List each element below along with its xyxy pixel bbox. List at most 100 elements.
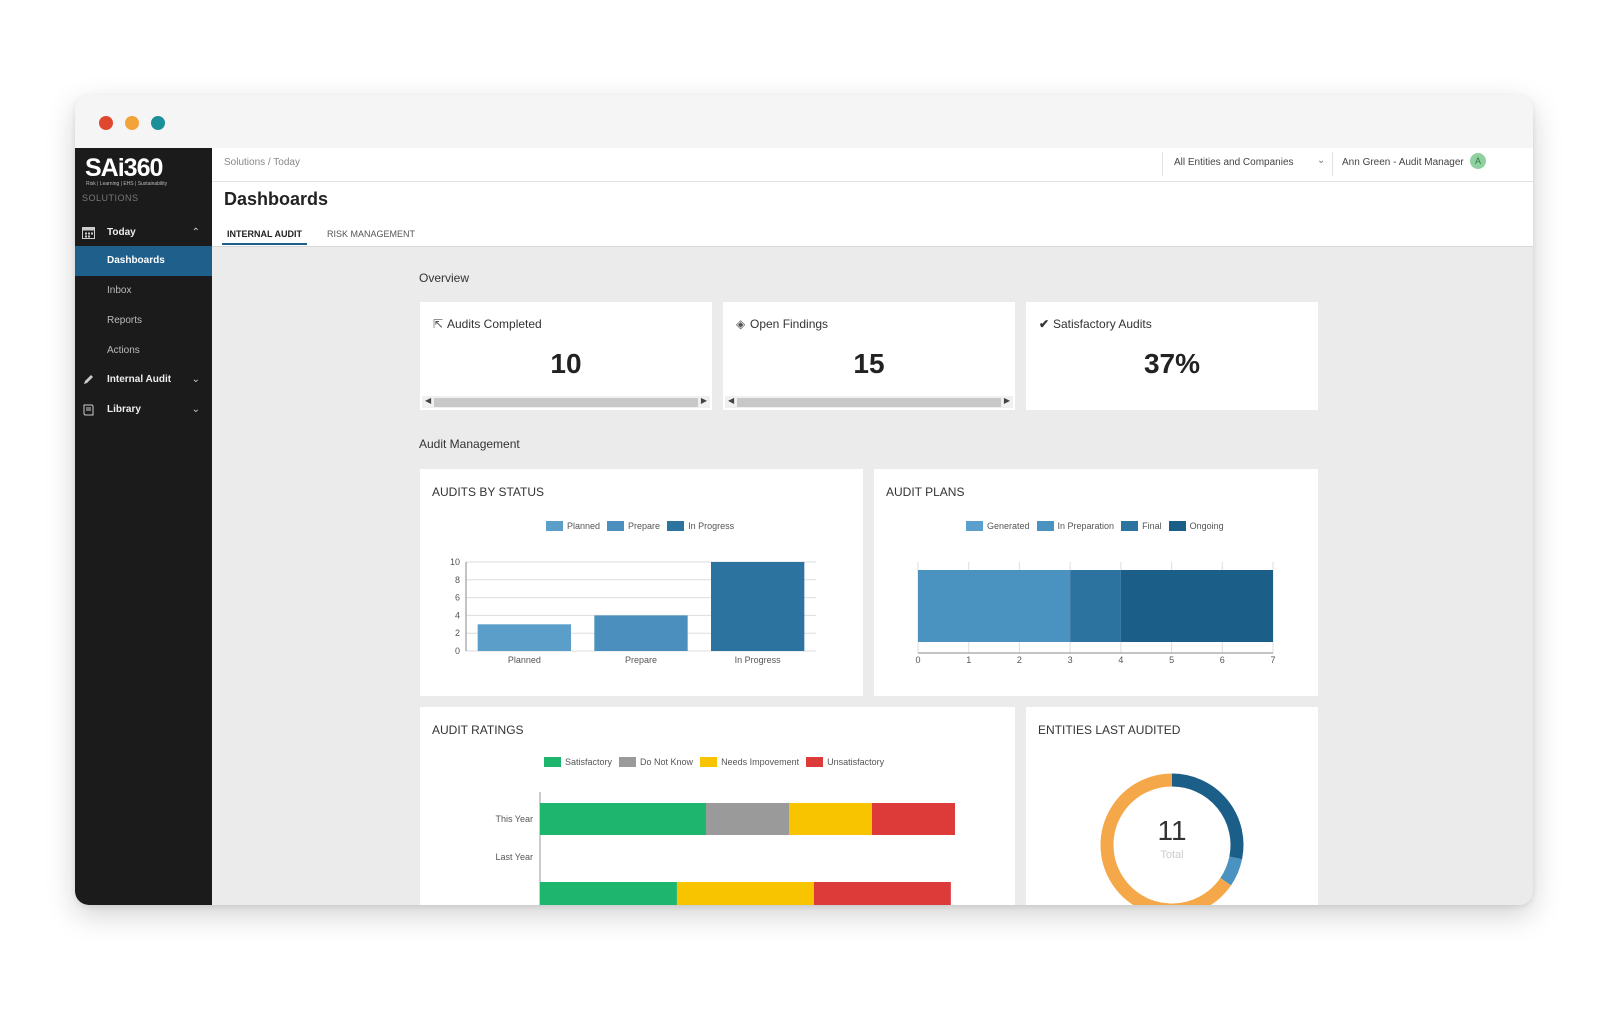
sidebar-item-actions[interactable]: Actions bbox=[75, 336, 212, 366]
kpi-card-open-findings[interactable]: ◈ Open Findings 15 ◀ ▶ bbox=[723, 302, 1015, 410]
y-category-label: This Year bbox=[495, 814, 533, 824]
legend-swatch bbox=[806, 757, 824, 767]
legend-swatch bbox=[1168, 521, 1186, 531]
sidebar-item-label: Today bbox=[107, 226, 136, 238]
sidebar-item-label: Reports bbox=[107, 315, 143, 326]
logo: SAi360 bbox=[85, 154, 163, 182]
chart-plot bbox=[1100, 773, 1244, 905]
donut-slice bbox=[1100, 773, 1232, 905]
chevron-down-icon: ⌄ bbox=[191, 403, 200, 415]
chevron-down-icon[interactable]: ⌄ bbox=[1317, 155, 1326, 166]
legend-item[interactable]: Do Not Know bbox=[619, 757, 693, 767]
legend-swatch bbox=[1121, 521, 1139, 531]
x-tick-label: In Progress bbox=[735, 655, 782, 665]
main-content: Solutions / Today All Entities and Compa… bbox=[212, 148, 1533, 905]
user-name[interactable]: Ann Green - Audit Manager bbox=[1342, 157, 1464, 168]
page-title: Dashboards bbox=[224, 189, 329, 209]
legend-item[interactable]: In Progress bbox=[667, 521, 734, 531]
maximize-window-dot[interactable] bbox=[151, 116, 165, 130]
sidebar-item-label: Dashboards bbox=[107, 255, 165, 266]
sidebar-item-internal-audit[interactable]: Internal Audit ⌄ bbox=[75, 364, 212, 394]
scrollbar-thumb[interactable] bbox=[737, 398, 1001, 407]
chart-plot: 0 1 2 3 4 5 6 7 bbox=[915, 562, 1276, 665]
kpi-title: ⇱ Audits Completed bbox=[433, 317, 542, 331]
legend-label: Ongoing bbox=[1189, 521, 1224, 531]
bar-segment bbox=[1120, 570, 1273, 642]
legend-swatch bbox=[700, 757, 718, 767]
legend-item[interactable]: In Preparation bbox=[1036, 521, 1114, 531]
legend-item[interactable]: Prepare bbox=[607, 521, 660, 531]
scrollbar-thumb[interactable] bbox=[434, 398, 698, 407]
legend-label: Prepare bbox=[628, 521, 661, 531]
sidebar-item-label: Inbox bbox=[107, 285, 132, 296]
legend-label: Final bbox=[1142, 521, 1162, 531]
kpi-value: 37% bbox=[1143, 348, 1201, 379]
chart-legend: Planned Prepare In Progress bbox=[546, 521, 741, 531]
chart-title: AUDIT PLANS bbox=[886, 485, 965, 499]
scroll-right-icon[interactable]: ▶ bbox=[700, 396, 707, 405]
diamond-icon: ◈ bbox=[736, 317, 746, 331]
pencil-icon bbox=[82, 373, 95, 386]
x-tick-label: 4 bbox=[1118, 655, 1123, 665]
bar-segment bbox=[540, 803, 706, 835]
scroll-left-icon[interactable]: ◀ bbox=[728, 396, 735, 405]
sidebar-item-inbox[interactable]: Inbox bbox=[75, 276, 212, 306]
kpi-card-satisfactory-audits[interactable]: ✔ Satisfactory Audits 37% bbox=[1026, 302, 1318, 410]
horizontal-scrollbar[interactable]: ◀ ▶ bbox=[725, 396, 1013, 408]
donut-center-value: 11 bbox=[1157, 815, 1187, 846]
chart-card-audit-plans: AUDIT PLANS Generated In Preparation Final… bbox=[874, 469, 1318, 696]
x-tick-label: 7 bbox=[1270, 655, 1275, 665]
chart-title: AUDITS BY STATUS bbox=[432, 485, 545, 499]
legend-item[interactable]: Satisfactory bbox=[544, 757, 612, 767]
bar-segment bbox=[789, 803, 872, 835]
donut-slice bbox=[1171, 773, 1244, 860]
sidebar: SAi360 Risk | Learning | EHS | Sustainab… bbox=[75, 148, 212, 905]
bar bbox=[477, 624, 571, 651]
legend-item[interactable]: Generated bbox=[966, 521, 1030, 531]
scroll-right-icon[interactable]: ▶ bbox=[1003, 396, 1010, 405]
x-tick-label: 6 bbox=[1220, 655, 1225, 665]
scroll-left-icon[interactable]: ◀ bbox=[425, 396, 432, 405]
bar bbox=[594, 615, 688, 651]
legend-label: Unsatisfactory bbox=[827, 757, 885, 767]
legend-label: Needs Impovement bbox=[721, 757, 800, 767]
audit-management-heading: Audit Management bbox=[419, 437, 520, 451]
sidebar-item-label: Actions bbox=[107, 345, 140, 356]
legend-item[interactable]: Ongoing bbox=[1168, 521, 1224, 531]
sidebar-item-reports[interactable]: Reports bbox=[75, 306, 212, 336]
breadcrumb[interactable]: Solutions / Today bbox=[224, 157, 300, 168]
chevron-down-icon: ⌄ bbox=[191, 373, 200, 385]
legend-item[interactable]: Unsatisfactory bbox=[806, 757, 884, 767]
tab-internal-audit[interactable]: INTERNAL AUDIT bbox=[222, 229, 307, 245]
chevron-up-icon: ⌃ bbox=[191, 226, 200, 238]
x-tick-label: 0 bbox=[915, 655, 920, 665]
legend-swatch bbox=[619, 757, 637, 767]
legend-item[interactable]: Final bbox=[1121, 521, 1162, 531]
legend-swatch bbox=[966, 521, 983, 531]
donut-center-label: Total bbox=[1160, 849, 1184, 861]
legend-item[interactable]: Planned bbox=[546, 521, 600, 531]
y-tick-label: 8 bbox=[455, 575, 460, 585]
avatar[interactable]: A bbox=[1470, 153, 1486, 169]
tab-risk-management[interactable]: RISK MANAGEMENT bbox=[327, 229, 416, 239]
chart-legend: Satisfactory Do Not Know Needs Impovement U… bbox=[544, 757, 891, 767]
x-tick-label: 2 bbox=[1017, 655, 1022, 665]
legend-swatch bbox=[544, 757, 561, 767]
sidebar-item-today[interactable]: Today ⌃ bbox=[75, 217, 212, 247]
sidebar-item-label: Library bbox=[107, 403, 141, 415]
kpi-card-audits-completed[interactable]: ⇱ Audits Completed 10 ◀ ▶ bbox=[420, 302, 712, 410]
chart-legend: Generated In Preparation Final Ongoing bbox=[966, 521, 1231, 531]
legend-label: Generated bbox=[987, 521, 1030, 531]
sidebar-item-library[interactable]: Library ⌄ bbox=[75, 394, 212, 424]
sidebar-item-dashboards[interactable]: Dashboards bbox=[75, 246, 212, 276]
legend-item[interactable]: Needs Impovement bbox=[700, 757, 799, 767]
entity-selector[interactable]: All Entities and Companies bbox=[1174, 157, 1294, 168]
close-window-dot[interactable] bbox=[99, 116, 113, 130]
legend-label: Planned bbox=[567, 521, 601, 531]
overview-heading: Overview bbox=[419, 271, 470, 285]
chart-title: ENTITIES LAST AUDITED bbox=[1038, 723, 1181, 737]
minimize-window-dot[interactable] bbox=[125, 116, 139, 130]
chart-card-audits-by-status: AUDITS BY STATUS Planned Prepare In Progre… bbox=[420, 469, 863, 696]
y-tick-label: 2 bbox=[455, 628, 460, 638]
horizontal-scrollbar[interactable]: ◀ ▶ bbox=[422, 396, 710, 408]
